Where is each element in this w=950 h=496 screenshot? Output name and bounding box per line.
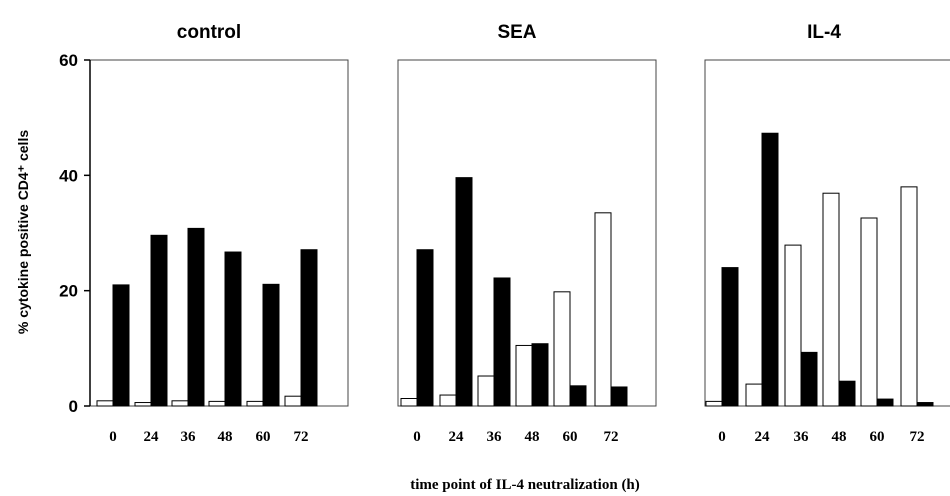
bar-filled [800,351,818,407]
x-tick-label: 60 [256,429,271,445]
bar-filled [610,386,628,407]
panel-title: SEA [497,22,536,43]
panel-2: SEA 0 24 36 48 60 72 [397,22,657,445]
bar-filled [300,249,318,407]
y-ticks: 0 20 40 60 [59,51,90,416]
bar-open [171,400,189,407]
bar-filled [224,251,242,407]
bar-open [284,395,302,407]
bar-open [553,291,571,407]
bar-filled [150,234,168,407]
x-tick-label: 24 [755,429,771,445]
bar-open [784,244,802,407]
bar-filled [569,385,587,407]
x-tick-label: 48 [525,429,540,445]
x-tick-label: 36 [794,429,810,445]
bar-filled [112,284,130,407]
bar-filled [761,132,779,407]
bar-open [439,394,457,407]
bar-open [477,375,495,407]
panels: control 0 24 36 48 60 72 SEA 0 24 36 48 60 72 IL-4 0 24 3… [89,22,950,445]
panel-1: control 0 24 36 48 60 72 [89,22,349,445]
x-tick-label: 36 [487,429,503,445]
bar-open [96,400,114,407]
bar-open [705,400,723,407]
x-tick-label: 0 [413,429,421,445]
bar-open [745,383,763,407]
x-tick-label: 48 [218,429,233,445]
bar-open [246,400,264,407]
y-tick-label: 40 [59,166,78,185]
bar-open [822,192,840,407]
y-axis: 0 20 40 60 [59,51,91,416]
bar-open [400,398,418,407]
panel-title: control [177,22,241,43]
x-tick-label: 72 [910,429,925,445]
x-tick-label: 0 [109,429,117,445]
y-tick-label: 20 [59,282,78,301]
y-tick-label: 0 [69,397,78,416]
x-tick-label: 24 [144,429,160,445]
bar-filled [262,283,280,407]
x-tick-label: 72 [604,429,619,445]
x-tick-label: 60 [563,429,578,445]
bar-open [134,402,152,407]
y-tick-label: 60 [59,51,78,70]
y-axis-label: % cytokine positive CD4⁺ cells [15,130,31,334]
bar-open [208,400,226,407]
bar-filled [876,398,894,407]
panel-3: IL-4 0 24 36 48 60 72 [704,22,950,445]
x-tick-label: 0 [718,429,726,445]
bar-open [900,186,918,407]
x-tick-label: 36 [181,429,197,445]
bar-filled [721,267,739,407]
bar-open [515,344,533,407]
bar-filled [455,177,473,407]
bar-filled [916,402,934,407]
bar-open [860,217,878,407]
bar-filled [416,249,434,407]
x-axis-label: time point of IL-4 neutralization (h) [410,477,640,493]
bar-filled [187,227,205,407]
bar-filled [838,380,856,407]
bar-open [594,212,612,407]
bar-filled [531,343,549,407]
x-tick-label: 24 [449,429,465,445]
x-tick-label: 60 [870,429,885,445]
x-tick-label: 72 [294,429,309,445]
x-tick-label: 48 [832,429,847,445]
bar-filled [493,277,511,407]
panel-title: IL-4 [807,22,841,43]
